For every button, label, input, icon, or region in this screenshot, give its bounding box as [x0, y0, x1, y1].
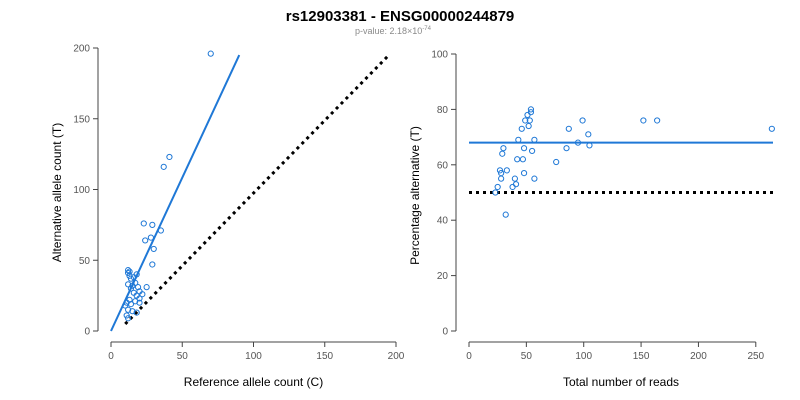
data-point: [143, 284, 150, 291]
y-axis-label: Percentage alternative (T): [408, 126, 422, 265]
data-point: [528, 147, 536, 155]
fitted-line: [110, 54, 241, 332]
data-point: [585, 131, 592, 138]
right-panel-percentage: 0 50 100 150 200 250 0 20 40 60 80 100 Total number …: [408, 50, 775, 389]
x-tick-label: 50: [177, 351, 189, 362]
data-point: [132, 279, 139, 286]
data-point: [563, 145, 570, 152]
data-point: [133, 309, 140, 316]
data-point: [527, 106, 535, 113]
data-point: [125, 306, 132, 313]
data-point: [531, 136, 538, 143]
data-point: [579, 117, 586, 124]
y-tick-label: 150: [73, 114, 90, 125]
data-point: [654, 117, 661, 124]
chart-subtitle: p-value: 2.18×10-74: [355, 26, 432, 36]
data-point: [139, 291, 146, 298]
data-point: [553, 158, 560, 166]
x-axis-label: Total number of reads: [563, 375, 679, 389]
y-tick-label: 60: [437, 160, 449, 171]
data-point: [149, 221, 156, 228]
x-axis-label: Reference allele count (C): [184, 375, 323, 389]
x-tick-label: 200: [690, 351, 707, 362]
x-tick-label: 200: [388, 351, 405, 362]
data-point: [527, 109, 535, 116]
data-point: [586, 142, 593, 149]
data-point: [525, 122, 532, 130]
data-point: [125, 315, 132, 322]
data-point: [520, 170, 528, 177]
subtitle-pvalue: p-value: 2.18×10: [355, 26, 422, 36]
data-point: [127, 301, 135, 308]
data-point: [126, 268, 133, 275]
data-point: [492, 189, 499, 196]
subtitle-exponent: -74: [422, 26, 431, 32]
x-tick-label: 150: [316, 351, 333, 362]
data-point: [574, 139, 582, 146]
data-point: [125, 281, 132, 288]
data-point: [132, 298, 139, 305]
y-tick-label: 0: [442, 327, 448, 338]
data-point: [526, 117, 533, 124]
data-point: [500, 145, 507, 152]
y-tick-label: 80: [437, 105, 449, 116]
x-tick-label: 150: [633, 351, 650, 362]
y-tick-label: 40: [437, 216, 449, 227]
x-tick-label: 100: [245, 351, 262, 362]
y-axis-label: Alternative allele count (T): [50, 123, 64, 262]
data-point: [522, 117, 529, 124]
data-point: [122, 302, 129, 309]
data-point: [514, 156, 521, 163]
data-point: [518, 125, 525, 132]
data-point: [565, 125, 572, 132]
data-point: [496, 167, 504, 174]
data-point: [494, 183, 501, 191]
x-tick-label: 0: [466, 351, 472, 362]
data-point: [503, 167, 510, 174]
data-point: [166, 153, 173, 161]
x-tick-label: 50: [521, 351, 533, 362]
data-point: [136, 295, 143, 302]
y-tick-label: 100: [73, 185, 90, 196]
y-tick-label: 50: [79, 256, 91, 267]
y-tick-label: 100: [431, 50, 448, 61]
data-point: [520, 145, 528, 152]
data-point: [499, 150, 506, 157]
x-tick-label: 100: [575, 351, 592, 362]
y-tick-label: 200: [73, 44, 90, 55]
data-point: [509, 183, 516, 191]
data-point: [157, 227, 164, 234]
data-point: [134, 284, 142, 291]
data-point: [136, 299, 143, 306]
data-point: [147, 234, 154, 241]
data-point: [142, 237, 149, 244]
reference-line: [124, 54, 390, 325]
data-point: [640, 117, 647, 124]
x-tick-label: 250: [747, 351, 764, 362]
data-point: [133, 271, 140, 278]
data-point: [129, 308, 136, 315]
data-point: [531, 175, 538, 182]
data-point: [768, 125, 775, 132]
chart-title: rs12903381 - ENSG00000244879: [286, 8, 515, 25]
data-point: [515, 136, 522, 143]
y-tick-label: 20: [437, 271, 449, 282]
left-panel-allele-counts: 0 50 100 150 200 0 50 100 150 200 Reference allele…: [50, 44, 405, 390]
data-point: [149, 261, 156, 268]
data-point: [150, 245, 157, 253]
y-tick-label: 0: [84, 327, 90, 338]
data-point: [519, 156, 527, 163]
data-point: [125, 267, 132, 274]
data-point: [502, 211, 509, 218]
data-point: [207, 50, 214, 57]
data-point: [512, 181, 520, 188]
data-point: [160, 163, 167, 170]
data-point: [140, 220, 147, 227]
data-point: [524, 111, 531, 119]
data-point: [498, 175, 505, 182]
x-tick-label: 0: [108, 351, 114, 362]
data-point: [511, 175, 518, 182]
